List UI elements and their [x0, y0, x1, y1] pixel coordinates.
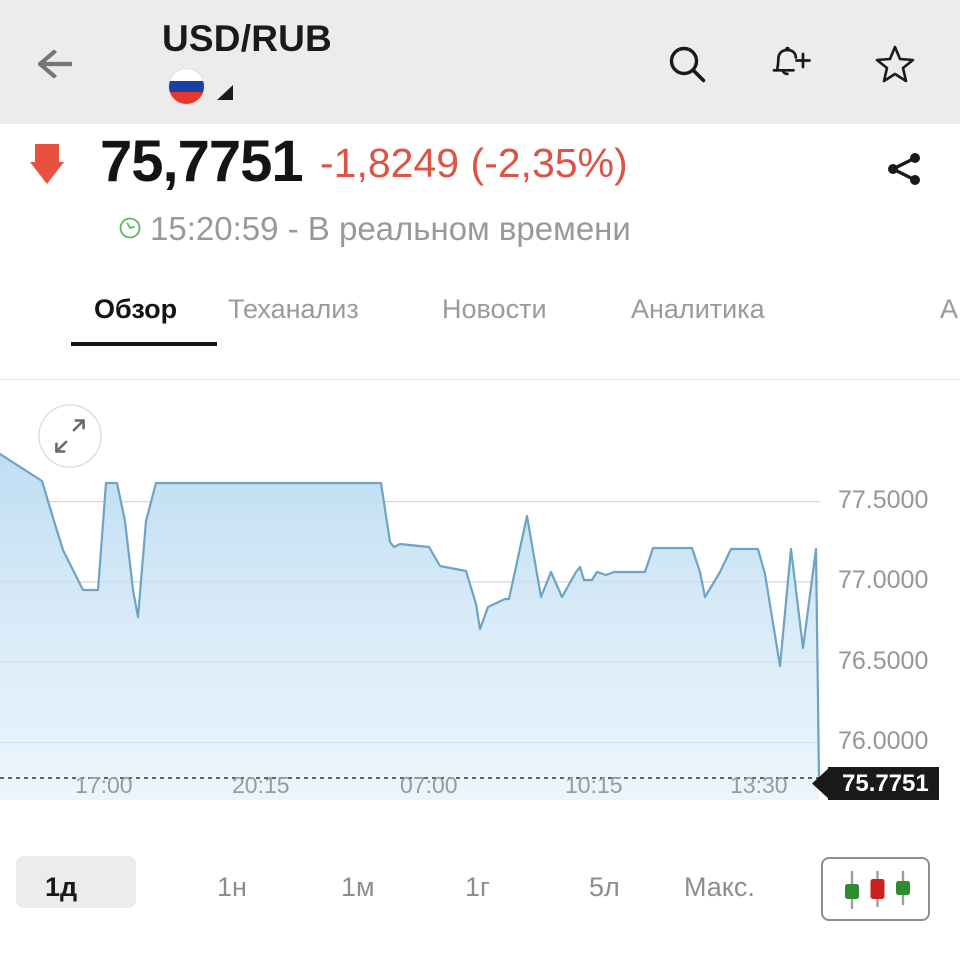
svg-text:20:15: 20:15 [232, 772, 290, 798]
svg-text:76.0000: 76.0000 [838, 727, 928, 755]
svg-text:77.5000: 77.5000 [838, 486, 928, 514]
svg-text:10:15: 10:15 [565, 772, 623, 798]
svg-text:07:00: 07:00 [400, 772, 458, 798]
svg-text:76.5000: 76.5000 [838, 647, 928, 675]
svg-text:13:30: 13:30 [730, 772, 788, 798]
svg-text:77.0000: 77.0000 [838, 566, 928, 594]
svg-text:17:00: 17:00 [75, 772, 133, 798]
